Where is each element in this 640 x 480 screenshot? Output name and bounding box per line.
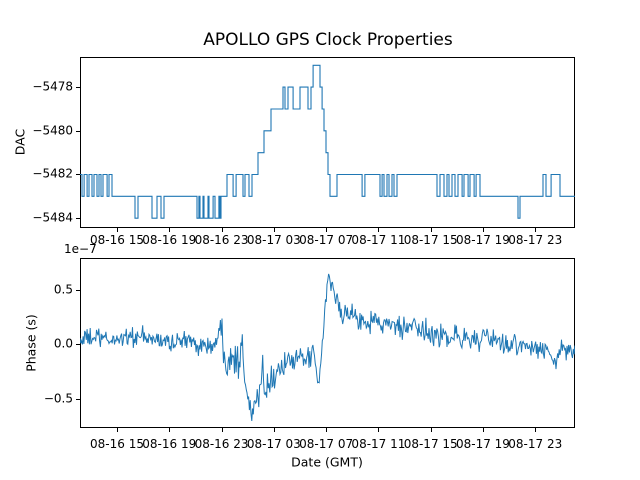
dac-step-line <box>80 64 575 219</box>
bottom-y-axis-label: Phase (s) <box>23 314 39 372</box>
top-plot-y-tick-label: −5482 <box>32 166 73 181</box>
top-plot-x-tick-label: 08-17 11 <box>351 233 406 247</box>
bottom-plot-x-tick-label: 08-17 03 <box>246 437 301 451</box>
x-axis-label: Date (GMT) <box>291 454 363 470</box>
bottom-plot-x-tick-label: 08-17 07 <box>299 437 354 451</box>
bottom-plot-x-tick-label: 08-17 15 <box>403 437 458 451</box>
top-plot-x-tick-label: 08-16 15 <box>90 233 144 247</box>
top-plot-y-tick-label: −5480 <box>32 123 73 138</box>
top-plot-x-tick-label: 08-17 23 <box>508 233 563 247</box>
top-plot-x-tick-label: 08-17 03 <box>246 233 301 247</box>
top-plot-axes-frame <box>80 57 575 228</box>
bottom-plot-y-tick-label: 0.5 <box>53 282 73 297</box>
bottom-plot-x-tick-label: 08-16 15 <box>90 437 144 451</box>
bottom-plot-x-tick-label: 08-17 11 <box>351 437 406 451</box>
chart-title: APOLLO GPS Clock Properties <box>203 30 453 50</box>
top-plot-y-tick-label: −5478 <box>32 79 73 94</box>
top-plot-x-tick-label: 08-16 23 <box>194 233 249 247</box>
top-plot-x-tick-label: 08-17 19 <box>455 233 510 247</box>
top-plot-y-tick-label: −5484 <box>32 210 73 225</box>
top-y-axis-label: DAC <box>12 128 28 156</box>
phase-noise-line <box>80 273 575 422</box>
bottom-plot-x-tick-label: 08-16 23 <box>194 437 249 451</box>
bottom-plot-x-tick-label: 08-16 19 <box>142 437 197 451</box>
top-plot-x-tick-label: 08-17 07 <box>299 233 354 247</box>
bottom-plot-y-tick-label: −0.5 <box>43 391 73 406</box>
bottom-plot-x-tick-label: 08-17 19 <box>455 437 510 451</box>
y-axis-offset-text: 1e−7 <box>64 242 97 256</box>
top-plot-x-tick-label: 08-16 19 <box>142 233 197 247</box>
top-plot-x-tick-label: 08-17 15 <box>403 233 458 247</box>
bottom-plot-y-tick-label: 0.0 <box>53 336 73 351</box>
bottom-plot-x-tick-label: 08-17 23 <box>508 437 563 451</box>
